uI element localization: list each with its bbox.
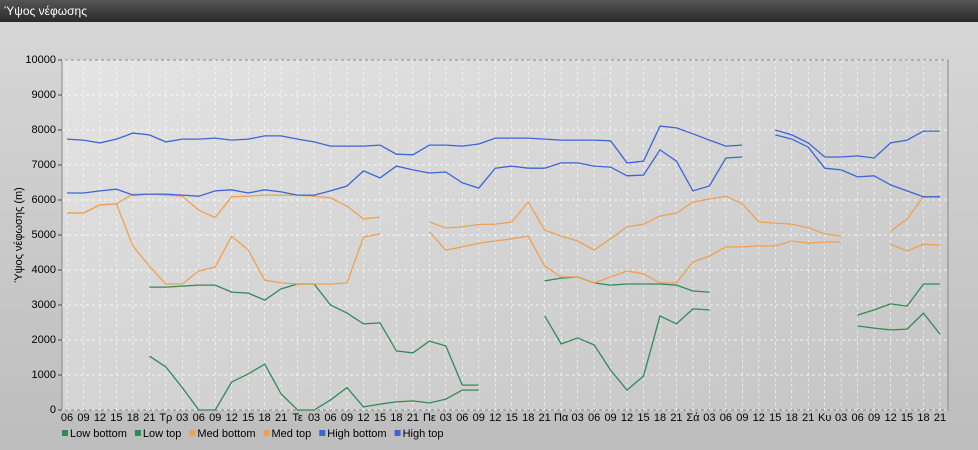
legend-label: High bottom (327, 428, 386, 440)
x-tick-label: 18 (127, 412, 139, 424)
x-tick-label: 06 (588, 412, 600, 424)
y-tick-label: 2000 (32, 334, 56, 346)
legend-swatch (263, 430, 270, 436)
legend-swatch (394, 430, 401, 436)
x-tick-label: Πε (423, 412, 436, 424)
x-tick-label: 12 (621, 412, 633, 424)
legend-swatch (319, 430, 326, 436)
x-tick-label: 09 (868, 412, 880, 424)
series-line (67, 134, 940, 198)
x-tick-label: 21 (275, 412, 287, 424)
x-tick-label: 06 (193, 412, 205, 424)
y-tick-label: 9000 (32, 89, 56, 101)
x-tick-label: 21 (143, 412, 155, 424)
y-tick-label: 7000 (32, 159, 56, 171)
x-tick-label: 15 (901, 412, 913, 424)
y-tick-label: 3000 (32, 299, 56, 311)
x-tick-label: 12 (226, 412, 238, 424)
x-tick-label: Πα (554, 412, 569, 424)
y-tick-label: 0 (50, 404, 56, 416)
x-tick-label: Τρ (159, 412, 172, 424)
x-tick-label: 12 (753, 412, 765, 424)
x-tick-label: 06 (720, 412, 732, 424)
x-tick-label: 06 (324, 412, 336, 424)
x-tick-label: 03 (176, 412, 188, 424)
x-tick-label: Κυ (818, 412, 831, 424)
x-tick-label: 18 (522, 412, 534, 424)
x-tick-label: 03 (703, 412, 715, 424)
x-tick-label: 09 (604, 412, 616, 424)
chart-title: Ύψος νέφωσης (4, 4, 87, 18)
x-tick-label: 06 (852, 412, 864, 424)
y-tick-label: 5000 (32, 229, 56, 241)
legend-label: High top (403, 428, 444, 440)
legend-swatch (62, 430, 68, 436)
x-tick-label: 15 (110, 412, 122, 424)
x-tick-label: 21 (934, 412, 946, 424)
y-axis-label: Ύψος νέφωσης (m) (13, 187, 25, 283)
x-tick-label: 18 (654, 412, 666, 424)
x-tick-label: 09 (77, 412, 89, 424)
x-tick-label: 12 (357, 412, 369, 424)
x-tick-label: 18 (786, 412, 798, 424)
x-tick-label: 15 (374, 412, 386, 424)
x-tick-label: 03 (440, 412, 452, 424)
x-tick-label: 03 (571, 412, 583, 424)
x-tick-label: 12 (489, 412, 501, 424)
x-tick-label: 09 (341, 412, 353, 424)
x-tick-label: 12 (94, 412, 106, 424)
x-tick-label: 15 (242, 412, 254, 424)
x-tick-label: Τε (292, 412, 303, 424)
x-tick-label: 09 (209, 412, 221, 424)
y-tick-label: 10000 (25, 54, 56, 66)
x-tick-label: 03 (308, 412, 320, 424)
x-tick-label: 06 (456, 412, 468, 424)
x-tick-label: 09 (473, 412, 485, 424)
legend-swatch (134, 430, 141, 436)
y-tick-label: 4000 (32, 264, 56, 276)
x-tick-label: 09 (736, 412, 748, 424)
x-tick-label: 18 (917, 412, 929, 424)
series-line (149, 308, 941, 411)
x-tick-label: Σά (686, 412, 700, 424)
x-tick-label: 15 (506, 412, 518, 424)
legend-label: Low top (143, 428, 182, 440)
x-tick-label: 15 (637, 412, 649, 424)
legend-label: Med bottom (197, 428, 255, 440)
x-tick-label: 21 (670, 412, 682, 424)
x-tick-label: 21 (407, 412, 419, 424)
legend-label: Low bottom (70, 428, 127, 440)
y-tick-label: 1000 (32, 369, 56, 381)
series-line (66, 125, 940, 164)
x-tick-label: 21 (802, 412, 814, 424)
title-bar (0, 0, 978, 22)
x-tick-label: 12 (884, 412, 896, 424)
series-line (67, 203, 941, 285)
legend-label: Med top (272, 428, 312, 440)
x-tick-label: 18 (390, 412, 402, 424)
x-tick-label: 21 (539, 412, 551, 424)
x-tick-label: 15 (769, 412, 781, 424)
y-tick-label: 6000 (32, 194, 56, 206)
y-tick-label: 8000 (32, 124, 56, 136)
legend-swatch (189, 430, 196, 436)
x-tick-label: 06 (61, 412, 73, 424)
x-tick-label: 18 (259, 412, 271, 424)
x-tick-label: 03 (835, 412, 847, 424)
